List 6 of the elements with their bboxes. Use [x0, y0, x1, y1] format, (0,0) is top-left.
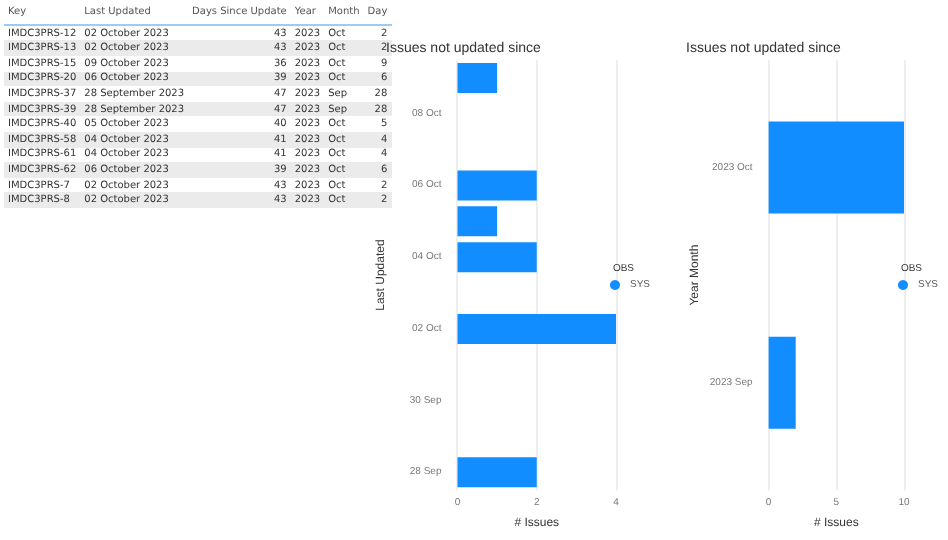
bar: [457, 242, 537, 273]
bar: [457, 457, 537, 488]
bar: [457, 170, 537, 201]
bar: [457, 206, 498, 237]
bar: [457, 313, 616, 344]
bar: [457, 62, 498, 93]
